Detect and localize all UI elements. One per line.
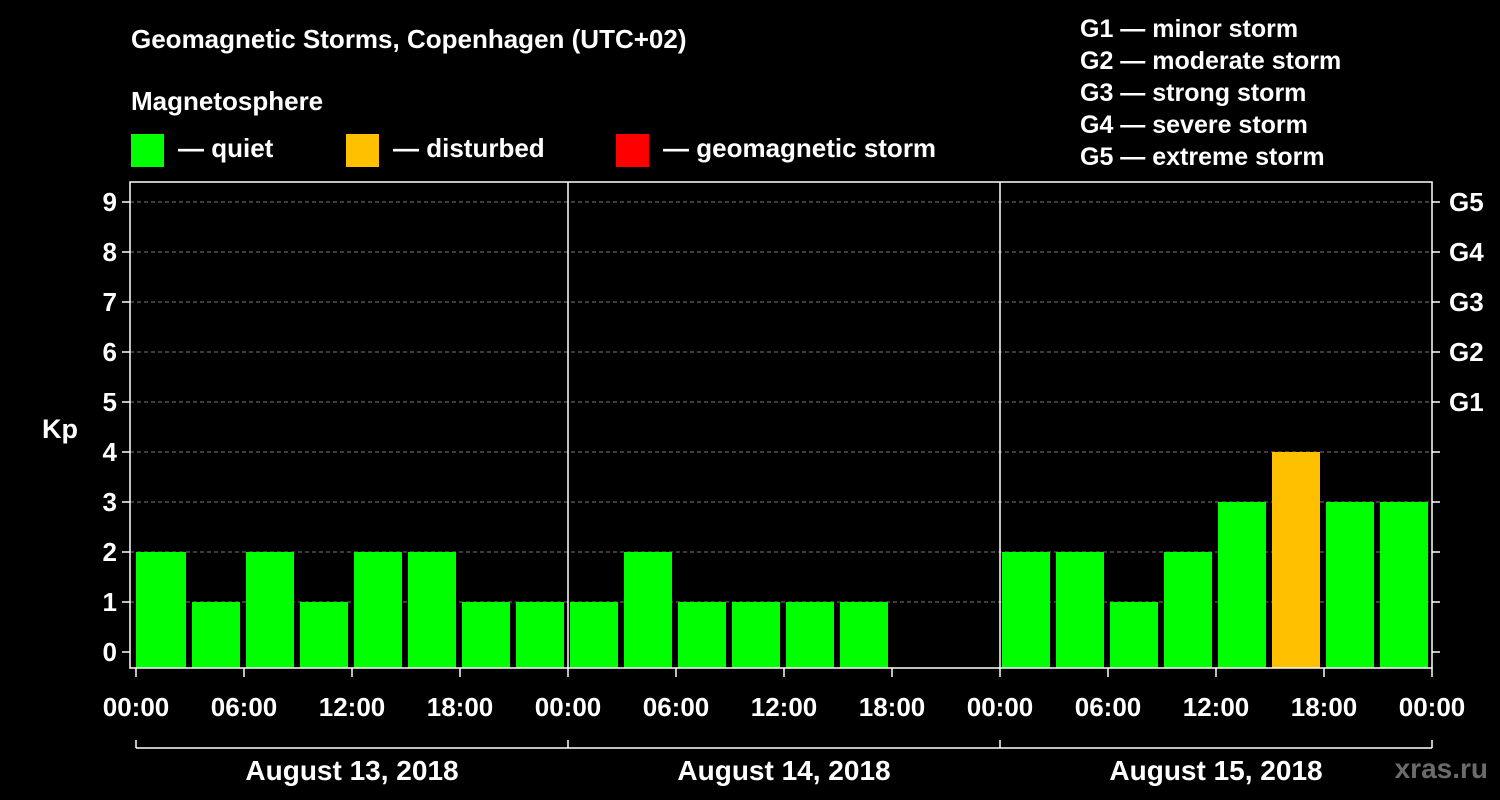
kp-bar [1326,502,1374,668]
storm-level-tick-label: G3 [1449,287,1484,317]
kp-bar [136,552,186,668]
kp-bar [840,602,888,668]
storm-level-g4: G4 — severe storm [1080,111,1308,139]
x-tick-label: 06:00 [1075,692,1142,722]
y-axis-label: Kp [42,414,78,444]
kp-bar [570,602,618,668]
kp-bar [462,602,510,668]
x-tick-label: 06:00 [211,692,278,722]
y-tick-label: 3 [103,487,117,517]
y-tick-label: 1 [103,587,117,617]
x-tick-label: 18:00 [859,692,926,722]
day-label: August 14, 2018 [677,755,890,786]
kp-bar [408,552,456,668]
x-tick-label: 12:00 [751,692,818,722]
plot-frame [129,181,1433,669]
storm-level-g3: G3 — strong storm [1080,79,1307,107]
kp-bar [1272,452,1320,668]
chart-title: Geomagnetic Storms, Copenhagen (UTC+02) [131,24,687,54]
x-tick-label: 18:00 [1291,692,1358,722]
storm-level-g5: G5 — extreme storm [1080,143,1325,171]
storm-level-tick-label: G2 [1449,337,1484,367]
legend-label-quiet: — quiet [178,133,274,163]
kp-bar [1380,502,1428,668]
storm-level-tick-label: G1 [1449,387,1484,417]
y-tick-label: 0 [103,637,117,667]
kp-bar [1110,602,1158,668]
storm-level-tick-label: G4 [1449,237,1484,267]
kp-bar [246,552,294,668]
kp-bar [192,602,240,668]
kp-bar [1218,502,1266,668]
legend-swatch-quiet [131,134,164,167]
x-tick-label: 12:00 [319,692,386,722]
watermark: xras.ru [1394,753,1488,784]
x-tick-label: 00:00 [1399,692,1466,722]
legend-label-disturbed: — disturbed [393,133,545,163]
day-label: August 13, 2018 [245,755,458,786]
x-tick-label: 18:00 [427,692,494,722]
legend-swatch-storm [616,134,649,167]
y-tick-label: 5 [103,387,117,417]
kp-bar [1002,552,1050,668]
storm-level-g1: G1 — minor storm [1080,15,1299,43]
kp-bar [516,602,564,668]
kp-bar [1056,552,1104,668]
kp-bar [624,552,672,668]
kp-bar [786,602,834,668]
day-label: August 15, 2018 [1109,755,1322,786]
y-tick-label: 8 [103,237,117,267]
x-tick-label: 00:00 [103,692,170,722]
kp-bar [732,602,780,668]
y-tick-label: 9 [103,187,117,217]
y-tick-label: 7 [103,287,117,317]
y-tick-label: 2 [103,537,117,567]
legend-swatch-disturbed [346,134,379,167]
x-tick-label: 00:00 [535,692,602,722]
kp-bar [1164,552,1212,668]
storm-level-g2: G2 — moderate storm [1080,47,1342,75]
x-tick-label: 00:00 [967,692,1034,722]
kp-bar [678,602,726,668]
x-tick-label: 06:00 [643,692,710,722]
y-tick-label: 4 [103,437,118,467]
legend-label-storm: — geomagnetic storm [663,133,937,163]
y-tick-label: 6 [103,337,117,367]
kp-bar [300,602,348,668]
storm-level-tick-label: G5 [1449,187,1484,217]
x-tick-label: 12:00 [1183,692,1250,722]
legend-title: Magnetosphere [131,86,324,116]
kp-bar [354,552,402,668]
